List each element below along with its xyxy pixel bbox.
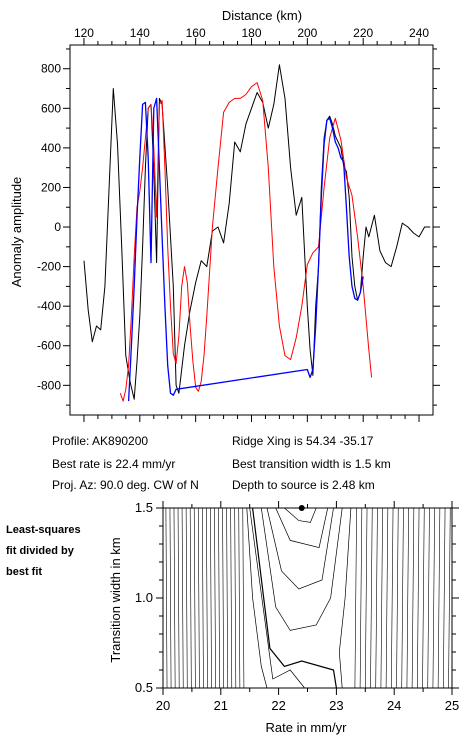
misfit-contour-line — [222, 507, 224, 689]
misfit-contour-line — [246, 507, 268, 689]
best-rate-label: Best rate is 22.4 mm/yr — [52, 457, 176, 471]
misfit-contour-line — [173, 507, 176, 689]
misfit-contour-line — [385, 507, 389, 689]
misfit-contour-line — [422, 507, 425, 689]
misfit-contour-line — [406, 507, 409, 689]
anomaly-series — [83, 64, 431, 402]
misfit-contour-line — [401, 507, 404, 689]
misfit-contour-line — [391, 507, 394, 689]
distance-tick-label: 180 — [241, 26, 261, 40]
misfit-contour-line — [417, 507, 420, 689]
width-y-ticks: 1.5 1.0 0.5 — [135, 500, 459, 695]
misfit-contour-line — [202, 507, 204, 689]
source-depth-label: Depth to source is 2.48 km — [232, 478, 375, 492]
misfit-contour-line — [242, 507, 245, 689]
misfit-contour-line — [275, 507, 329, 549]
misfit-contour-line — [365, 507, 368, 689]
misfit-contour-line — [443, 507, 446, 689]
distance-tick-label: 120 — [74, 26, 94, 40]
model-anomaly-line — [119, 82, 373, 402]
misfit-contour-line — [165, 507, 168, 689]
amplitude-tick-label: 0 — [54, 220, 61, 234]
projection-azimuth-label: Proj. Az: 90.0 deg. CW of N — [52, 478, 199, 492]
misfit-contour-line — [396, 507, 399, 689]
distance-tick-label: 240 — [409, 26, 429, 40]
misfit-contour-line — [249, 507, 305, 689]
misfit-contours — [165, 507, 451, 689]
misfit-contour-chart: 20 21 22 23 24 25 1.5 1.0 0.5 Rate in mm/yr Tra… — [108, 500, 459, 735]
distance-axis-label: Distance (km) — [222, 8, 302, 23]
misfit-contour-line — [354, 507, 357, 689]
rate-x-ticks: 20 21 22 23 24 25 — [156, 501, 459, 713]
amplitude-tick-label: 600 — [41, 101, 61, 115]
distance-tick-label: 160 — [186, 26, 206, 40]
misfit-caption: Least-squares fit divided by best fit — [6, 520, 81, 583]
misfit-contour-line — [266, 507, 334, 590]
width-tick-label: 0.5 — [135, 680, 153, 695]
anomaly-chart: 120 140 160 180 200 220 240 800 600 400 200 0 -200 -… — [9, 8, 440, 422]
misfit-contour-line — [193, 507, 196, 689]
misfit-contour-line — [411, 507, 415, 689]
misfit-caption-line: Least-squares — [6, 524, 81, 536]
width-tick-label: 1.5 — [135, 500, 153, 515]
rate-tick-label: 25 — [445, 698, 459, 713]
misfit-caption-line: best fit — [6, 566, 43, 578]
best-fit-marker — [298, 505, 305, 511]
misfit-contour-line — [338, 507, 352, 689]
ridge-crossing-label: Ridge Xing is 54.34 -35.17 — [232, 434, 374, 448]
rate-axis-label: Rate in mm/yr — [266, 720, 348, 735]
misfit-contour-line — [214, 507, 216, 689]
width-tick-label: 1.0 — [135, 590, 153, 605]
misfit-contour-line — [177, 507, 180, 689]
width-axis-label: Transition width in km — [108, 537, 123, 662]
misfit-contour-line — [230, 507, 233, 689]
distance-tick-label: 200 — [297, 26, 317, 40]
misfit-contour-line — [210, 507, 212, 689]
misfit-contour-line — [197, 507, 200, 689]
misfit-contour-line — [284, 507, 317, 523]
misfit-contour-line — [189, 507, 192, 689]
misfit-contour-line — [437, 507, 441, 689]
profile-label: Profile: AK890200 — [52, 434, 149, 448]
misfit-contour-line — [252, 507, 337, 689]
misfit-contour-line — [432, 507, 435, 689]
amplitude-tick-label: -200 — [37, 260, 61, 274]
amplitude-tick-label: -400 — [37, 299, 61, 313]
rate-tick-label: 21 — [214, 698, 228, 713]
misfit-contour-line — [448, 507, 451, 689]
misfit-contour-line — [169, 507, 172, 689]
misfit-contour-line — [238, 507, 241, 689]
fit-anomaly-line — [127, 97, 364, 402]
misfit-contour-line — [380, 507, 383, 689]
rate-tick-label: 22 — [271, 698, 285, 713]
misfit-contour-line — [206, 507, 208, 689]
amplitude-tick-label: 800 — [41, 62, 61, 76]
amplitude-tick-label: 200 — [41, 180, 61, 194]
anomaly-y-ticks: 800 600 400 200 0 -200 -400 -600 -800 — [37, 48, 440, 406]
anomaly-plot-frame — [69, 44, 434, 416]
misfit-contour-line — [181, 507, 184, 689]
misfit-contour-line — [370, 507, 373, 689]
amplitude-tick-label: -600 — [37, 339, 61, 353]
misfit-contour-line — [218, 507, 220, 689]
distance-tick-label: 140 — [130, 26, 150, 40]
best-width-label: Best transition width is 1.5 km — [232, 457, 391, 471]
misfit-contour-line — [427, 507, 430, 689]
misfit-contour-line — [375, 507, 378, 689]
misfit-contour-line — [226, 507, 229, 689]
misfit-contour-line — [359, 507, 363, 689]
amplitude-tick-label: -800 — [37, 378, 61, 392]
distance-tick-label: 220 — [353, 26, 373, 40]
anomaly-x-ticks: 120 140 160 180 200 220 240 — [74, 26, 429, 422]
misfit-contour-line — [234, 507, 237, 689]
rate-tick-label: 24 — [387, 698, 401, 713]
rate-tick-label: 20 — [156, 698, 170, 713]
misfit-caption-line: fit divided by — [6, 545, 74, 557]
amplitude-axis-label: Anomaly amplitude — [9, 177, 24, 288]
rate-tick-label: 23 — [329, 698, 343, 713]
misfit-contour-line — [260, 507, 343, 631]
amplitude-tick-label: 400 — [41, 141, 61, 155]
misfit-contour-line — [185, 507, 188, 689]
